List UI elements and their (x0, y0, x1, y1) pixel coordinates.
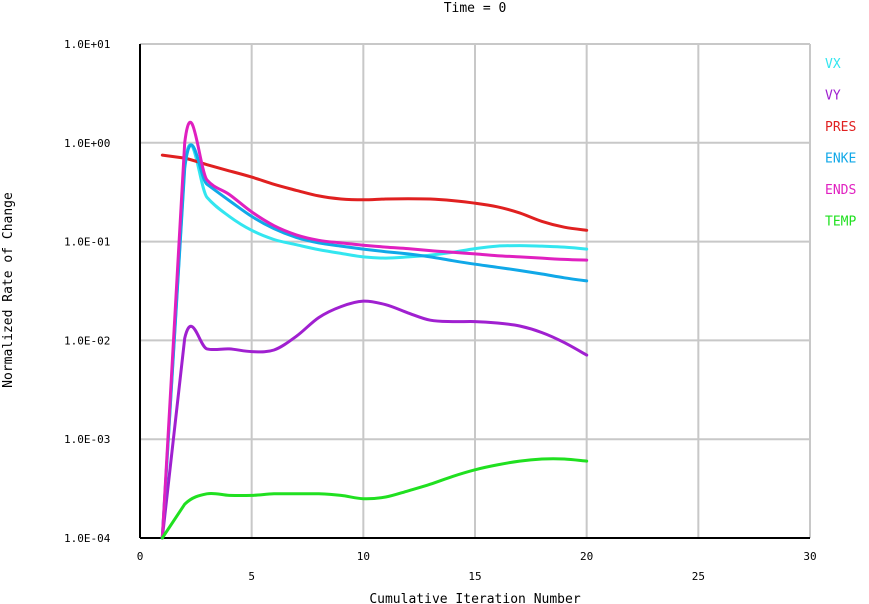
x-tick-labels: 0 5 10 15 20 25 30 (137, 550, 817, 583)
series-lines (160, 120, 589, 540)
legend-entry-vx: VX (825, 57, 841, 72)
grid (139, 43, 811, 539)
x-axis-title: Cumulative Iteration Number (369, 592, 580, 604)
series-line-vy (160, 299, 589, 540)
legend-entry-pres: PRES (825, 120, 856, 135)
y-tick-label: 1.0E-03 (64, 433, 110, 446)
x-tick-label: 5 (248, 570, 255, 583)
legend-entry-vy: VY (825, 89, 841, 104)
y-axis-title: Normalized Rate of Change (1, 192, 16, 388)
y-tick-label: 1.0E-04 (64, 532, 111, 545)
y-tick-label: 1.0E-01 (64, 236, 110, 249)
chart-title: Time = 0 (444, 1, 507, 16)
series-line-vx (160, 143, 589, 540)
x-tick-label: 30 (803, 550, 816, 563)
series-line-enke (160, 143, 589, 540)
y-tick-label: 1.0E-02 (64, 334, 110, 347)
series-line-temp (160, 457, 589, 540)
x-tick-label: 15 (468, 570, 481, 583)
x-tick-label: 20 (580, 550, 593, 563)
y-tick-label: 1.0E+00 (64, 137, 110, 150)
y-tick-labels: 1.0E+01 1.0E+00 1.0E-01 1.0E-02 1.0E-03 1.0E-… (64, 38, 111, 545)
legend-entry-enke: ENKE (825, 152, 856, 167)
legend-entry-ends: ENDS (825, 183, 856, 198)
series-line-ends (160, 120, 589, 540)
legend-entry-temp: TEMP (825, 215, 856, 230)
x-tick-label: 25 (692, 570, 705, 583)
x-tick-label: 0 (137, 550, 144, 563)
axes (139, 44, 810, 539)
legend: VX VY PRES ENKE ENDS TEMP (825, 57, 856, 230)
x-tick-label: 10 (357, 550, 370, 563)
y-tick-label: 1.0E+01 (64, 38, 110, 51)
series-line-pres (160, 153, 589, 232)
